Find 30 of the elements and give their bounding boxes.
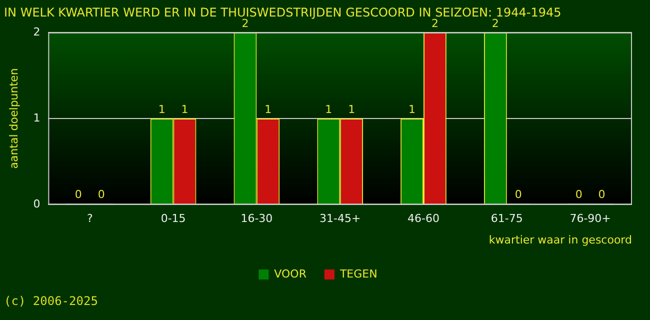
data-label: 2 [492, 16, 499, 30]
data-label: 1 [408, 102, 416, 116]
legend-label: VOOR [274, 267, 307, 280]
y-tick-label: 2 [33, 25, 40, 38]
x-tick-label: 31-45+ [320, 212, 361, 226]
data-label: 1 [325, 102, 332, 116]
x-tick-label: 46-60 [408, 212, 440, 226]
x-tick-label: 0-15 [160, 212, 186, 226]
data-label: 0 [98, 188, 105, 201]
data-label: 1 [181, 102, 188, 116]
text: (c) 2006-2025 [4, 294, 98, 308]
y-tick-label: 1 [33, 111, 40, 124]
data-label: 2 [242, 16, 249, 30]
y-tick-label: 0 [33, 197, 40, 210]
data-label: 1 [158, 102, 166, 116]
x-tick-label: ? [86, 212, 93, 226]
data-label: 0 [575, 188, 582, 201]
x-tick-label: 61-75 [490, 212, 523, 226]
x-tick-label: 16-30 [240, 212, 273, 226]
data-label: 0 [514, 188, 522, 201]
data-label: 0 [598, 188, 606, 201]
chart-title: IN WELK KWARTIER WERD ER IN DE THUISWEDSTRIJDEN GESCOORD IN SEIZOEN: 1944-1945 [4, 5, 562, 20]
x-axis-title: kwartier waar in gescoord [488, 233, 632, 246]
data-label: 2 [431, 16, 438, 30]
data-label: 0 [74, 188, 82, 201]
legend-label: TEGEN [338, 267, 378, 280]
x-tick-label: 76-90+ [570, 212, 611, 226]
data-label: 1 [264, 102, 272, 116]
data-label: 1 [348, 102, 356, 116]
y-axis-title: aantal doelpunten [7, 68, 20, 169]
